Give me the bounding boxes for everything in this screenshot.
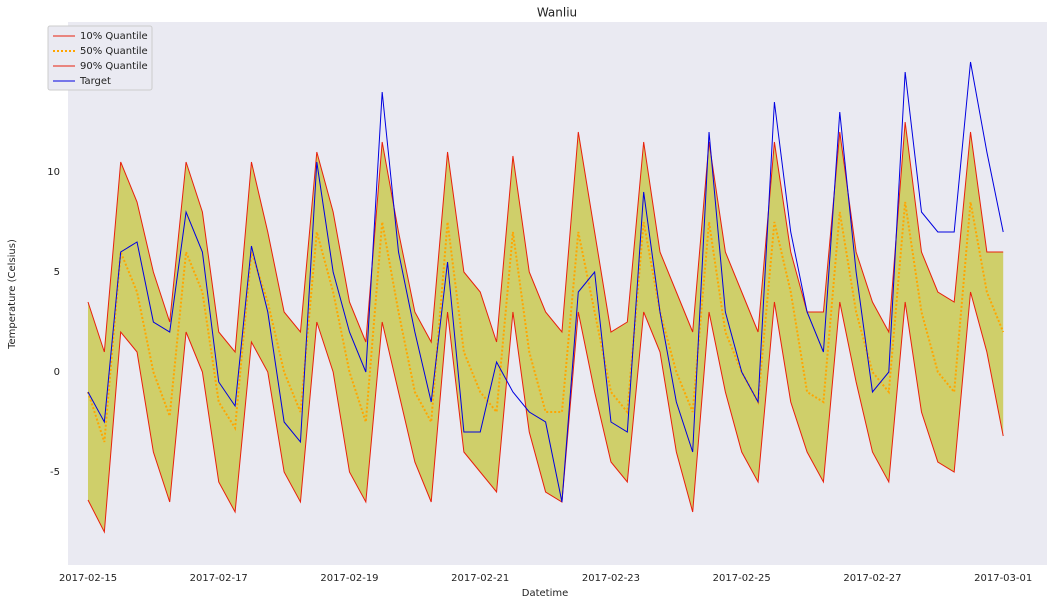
x-axis-label: Datetime (522, 588, 569, 599)
x-tick-label: 2017-03-01 (974, 573, 1032, 584)
legend-label: Target (79, 76, 111, 87)
x-tick-label: 2017-02-23 (582, 573, 640, 584)
y-axis-label: Temperature (Celsius) (7, 239, 18, 350)
y-tick-label: 0 (54, 367, 60, 378)
legend-label: 10% Quantile (80, 31, 148, 42)
legend-label: 50% Quantile (80, 46, 148, 57)
x-tick-label: 2017-02-27 (843, 573, 901, 584)
series-line (87, 61, 1004, 503)
y-tick-label: -5 (50, 467, 60, 478)
x-tick-label: 2017-02-21 (451, 573, 509, 584)
chart-title: Wanliu (537, 6, 577, 20)
x-tick-label: 2017-02-19 (320, 573, 378, 584)
x-tick-label: 2017-02-25 (713, 573, 771, 584)
x-tick-label: 2017-02-17 (190, 573, 248, 584)
y-tick-label: 10 (47, 167, 60, 178)
series-line (87, 121, 1004, 354)
y-tick-label: 5 (54, 267, 60, 278)
series-line (87, 291, 1004, 534)
quantile-band (88, 122, 1004, 532)
legend-box (47, 25, 153, 91)
x-tick-label: 2017-02-15 (59, 573, 117, 584)
legend-label: 90% Quantile (80, 61, 148, 72)
